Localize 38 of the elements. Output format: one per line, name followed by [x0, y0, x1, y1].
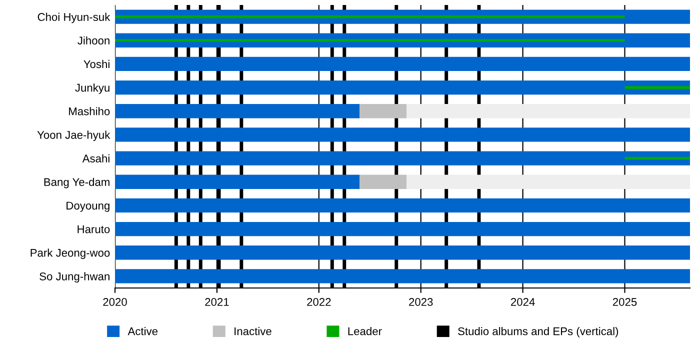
bar [115, 269, 690, 284]
bar [115, 198, 690, 213]
y-tick-label: Haruto [78, 225, 110, 234]
bar [406, 174, 690, 189]
y-tick-label: Mashiho [69, 107, 110, 116]
bar [360, 104, 407, 118]
bar [115, 80, 690, 95]
bar [406, 104, 690, 118]
x-tick-label: 2022 [307, 298, 331, 306]
bar [115, 128, 690, 142]
bar [115, 151, 690, 166]
y-tick-label: So Jung-hwan [40, 272, 110, 283]
bar [624, 86, 690, 89]
legend-label: Studio albums and EPs (vertical) [458, 327, 618, 338]
x-tick-label: 2020 [103, 298, 127, 306]
y-tick-label: Doyoung [66, 202, 110, 212]
y-tick-label: Asahi [82, 154, 110, 162]
y-tick-label: Jihoon [78, 36, 110, 45]
y-tick-label: Yoshi [84, 60, 110, 68]
bar [115, 246, 690, 260]
bar [360, 174, 407, 189]
x-tick-label: 2025 [612, 298, 637, 306]
x-tick-label: 2021 [205, 298, 229, 306]
bar [115, 38, 625, 42]
x-tick-label: 2023 [409, 298, 433, 306]
bar [115, 174, 360, 189]
bar [115, 56, 690, 72]
legend-label: Leader [348, 327, 382, 336]
bar [115, 222, 690, 236]
y-tick-label: Yoon Jae-hyuk [37, 130, 110, 142]
y-tick-label: Junkyu [75, 84, 110, 94]
legend-label: Active [128, 327, 158, 336]
legend-label: Inactive [234, 327, 272, 336]
y-tick-label: Bang Ye-dam [44, 178, 110, 188]
y-tick-label: Choi Hyun-suk [38, 12, 110, 24]
y-tick-label: Park Jeong-woo [30, 248, 110, 259]
x-tick-label: 2024 [511, 298, 535, 306]
bar [115, 104, 360, 118]
